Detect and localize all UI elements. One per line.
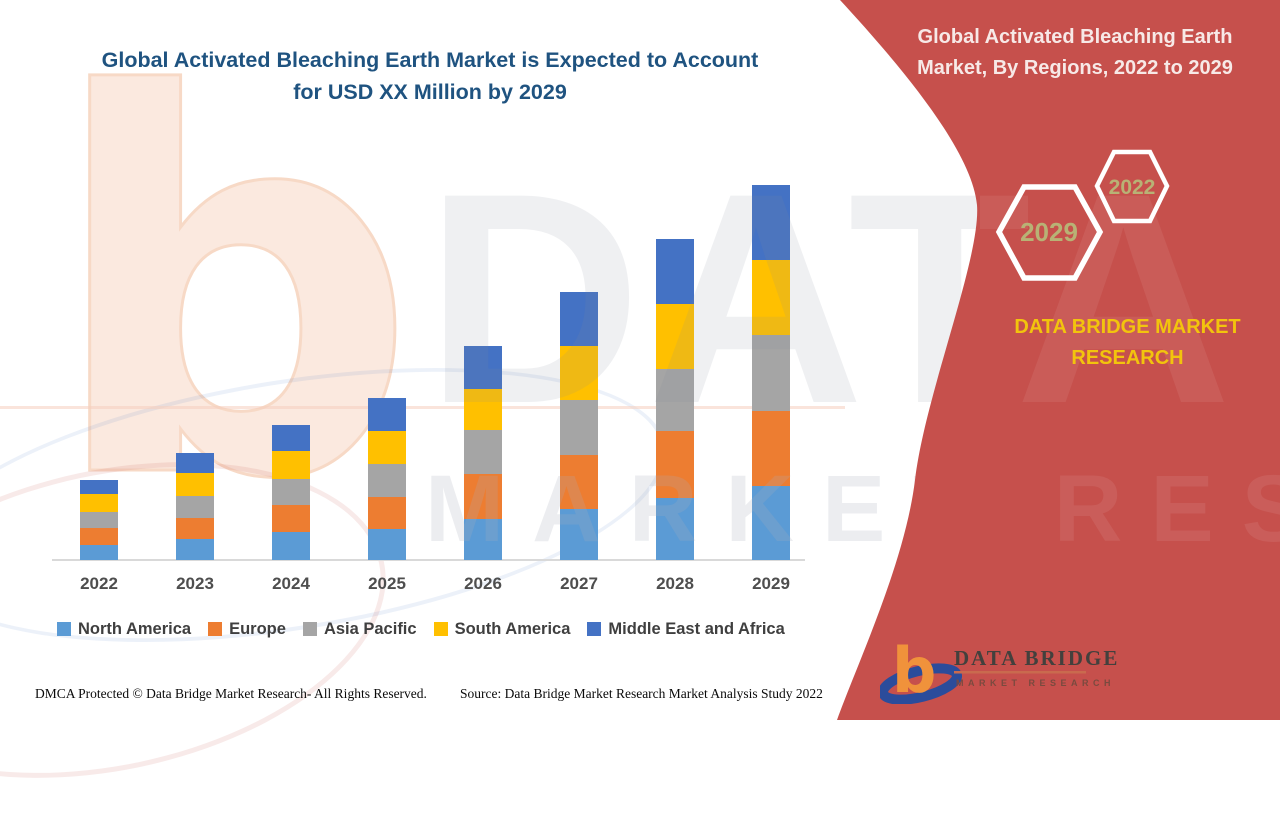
legend-swatch-icon bbox=[57, 622, 71, 636]
logo-underline bbox=[954, 671, 1086, 674]
panel-title: Global Activated Bleaching Earth Market,… bbox=[880, 22, 1270, 84]
legend-swatch-icon bbox=[302, 622, 317, 636]
red-panel-path bbox=[837, 0, 1280, 720]
brand-name-line2: RESEARCH bbox=[1071, 347, 1184, 369]
panel-title-line1: Global Activated Bleaching Earth bbox=[917, 26, 1233, 48]
brand-name-line1: DATA BRIDGE MARKET bbox=[1014, 316, 1241, 338]
legend-label: North America bbox=[78, 619, 192, 638]
hexagon-years-graphic: 2022 2029 bbox=[995, 149, 1170, 281]
page-title-line2: for USD XX Million by 2029 bbox=[293, 80, 567, 104]
logo-wordmark: DATA BRIDGE bbox=[954, 646, 1119, 670]
hexagon-2029-icon bbox=[995, 184, 1104, 281]
legend-item-europe: Europe bbox=[208, 620, 286, 639]
logo-swoosh-icon bbox=[877, 663, 963, 705]
legend-item-south-america: South America bbox=[433, 619, 571, 639]
logo-b-icon: b bbox=[892, 634, 936, 704]
legend-label: Asia Pacific bbox=[323, 619, 417, 638]
red-panel-shape bbox=[837, 0, 1280, 720]
dmca-notice: DMCA Protected © Data Bridge Market Rese… bbox=[35, 686, 427, 701]
legend-label: South America bbox=[454, 619, 571, 638]
legend-label: Europe bbox=[229, 619, 286, 638]
legend-swatch-icon bbox=[433, 622, 448, 636]
data-bridge-logo-icon: b DATA BRIDGE MARKET RESEARCH bbox=[877, 634, 1119, 707]
page-title-line1: Global Activated Bleaching Earth Market … bbox=[101, 48, 759, 72]
legend-label: Middle East and Africa bbox=[608, 619, 785, 638]
legend-swatch-icon bbox=[208, 622, 223, 636]
logo-subtitle: MARKET RESEARCH bbox=[956, 678, 1115, 688]
brand-name: DATA BRIDGE MARKET RESEARCH bbox=[985, 312, 1270, 374]
source-note: Source: Data Bridge Market Research Mark… bbox=[460, 686, 823, 701]
hexagon-2022-icon bbox=[1094, 149, 1170, 224]
page-title: Global Activated Bleaching Earth Market … bbox=[40, 44, 820, 108]
panel-watermark-row1: DATA BRIDGE bbox=[980, 130, 1280, 466]
panel-watermark-clip: DATA BRIDGE MARKET RESEARCH bbox=[980, 0, 1280, 720]
legend-item-asia-pacific: Asia Pacific bbox=[302, 619, 417, 639]
hexagon-2022-year: 2022 bbox=[1109, 176, 1156, 199]
hexagon-2029-year: 2029 bbox=[1020, 217, 1078, 247]
chart-legend: North America Europe Asia Pacific South … bbox=[57, 616, 837, 642]
legend-item-north-america: North America bbox=[57, 620, 191, 639]
legend-item-middle-east-africa: Middle East and Africa bbox=[587, 619, 785, 639]
footer-logo: b DATA BRIDGE MARKET RESEARCH bbox=[877, 634, 1120, 707]
legend-swatch-icon bbox=[587, 622, 602, 636]
panel-title-line2: Market, By Regions, 2022 to 2029 bbox=[917, 57, 1233, 79]
panel-watermark-row2: MARKET RESEARCH bbox=[980, 456, 1280, 562]
